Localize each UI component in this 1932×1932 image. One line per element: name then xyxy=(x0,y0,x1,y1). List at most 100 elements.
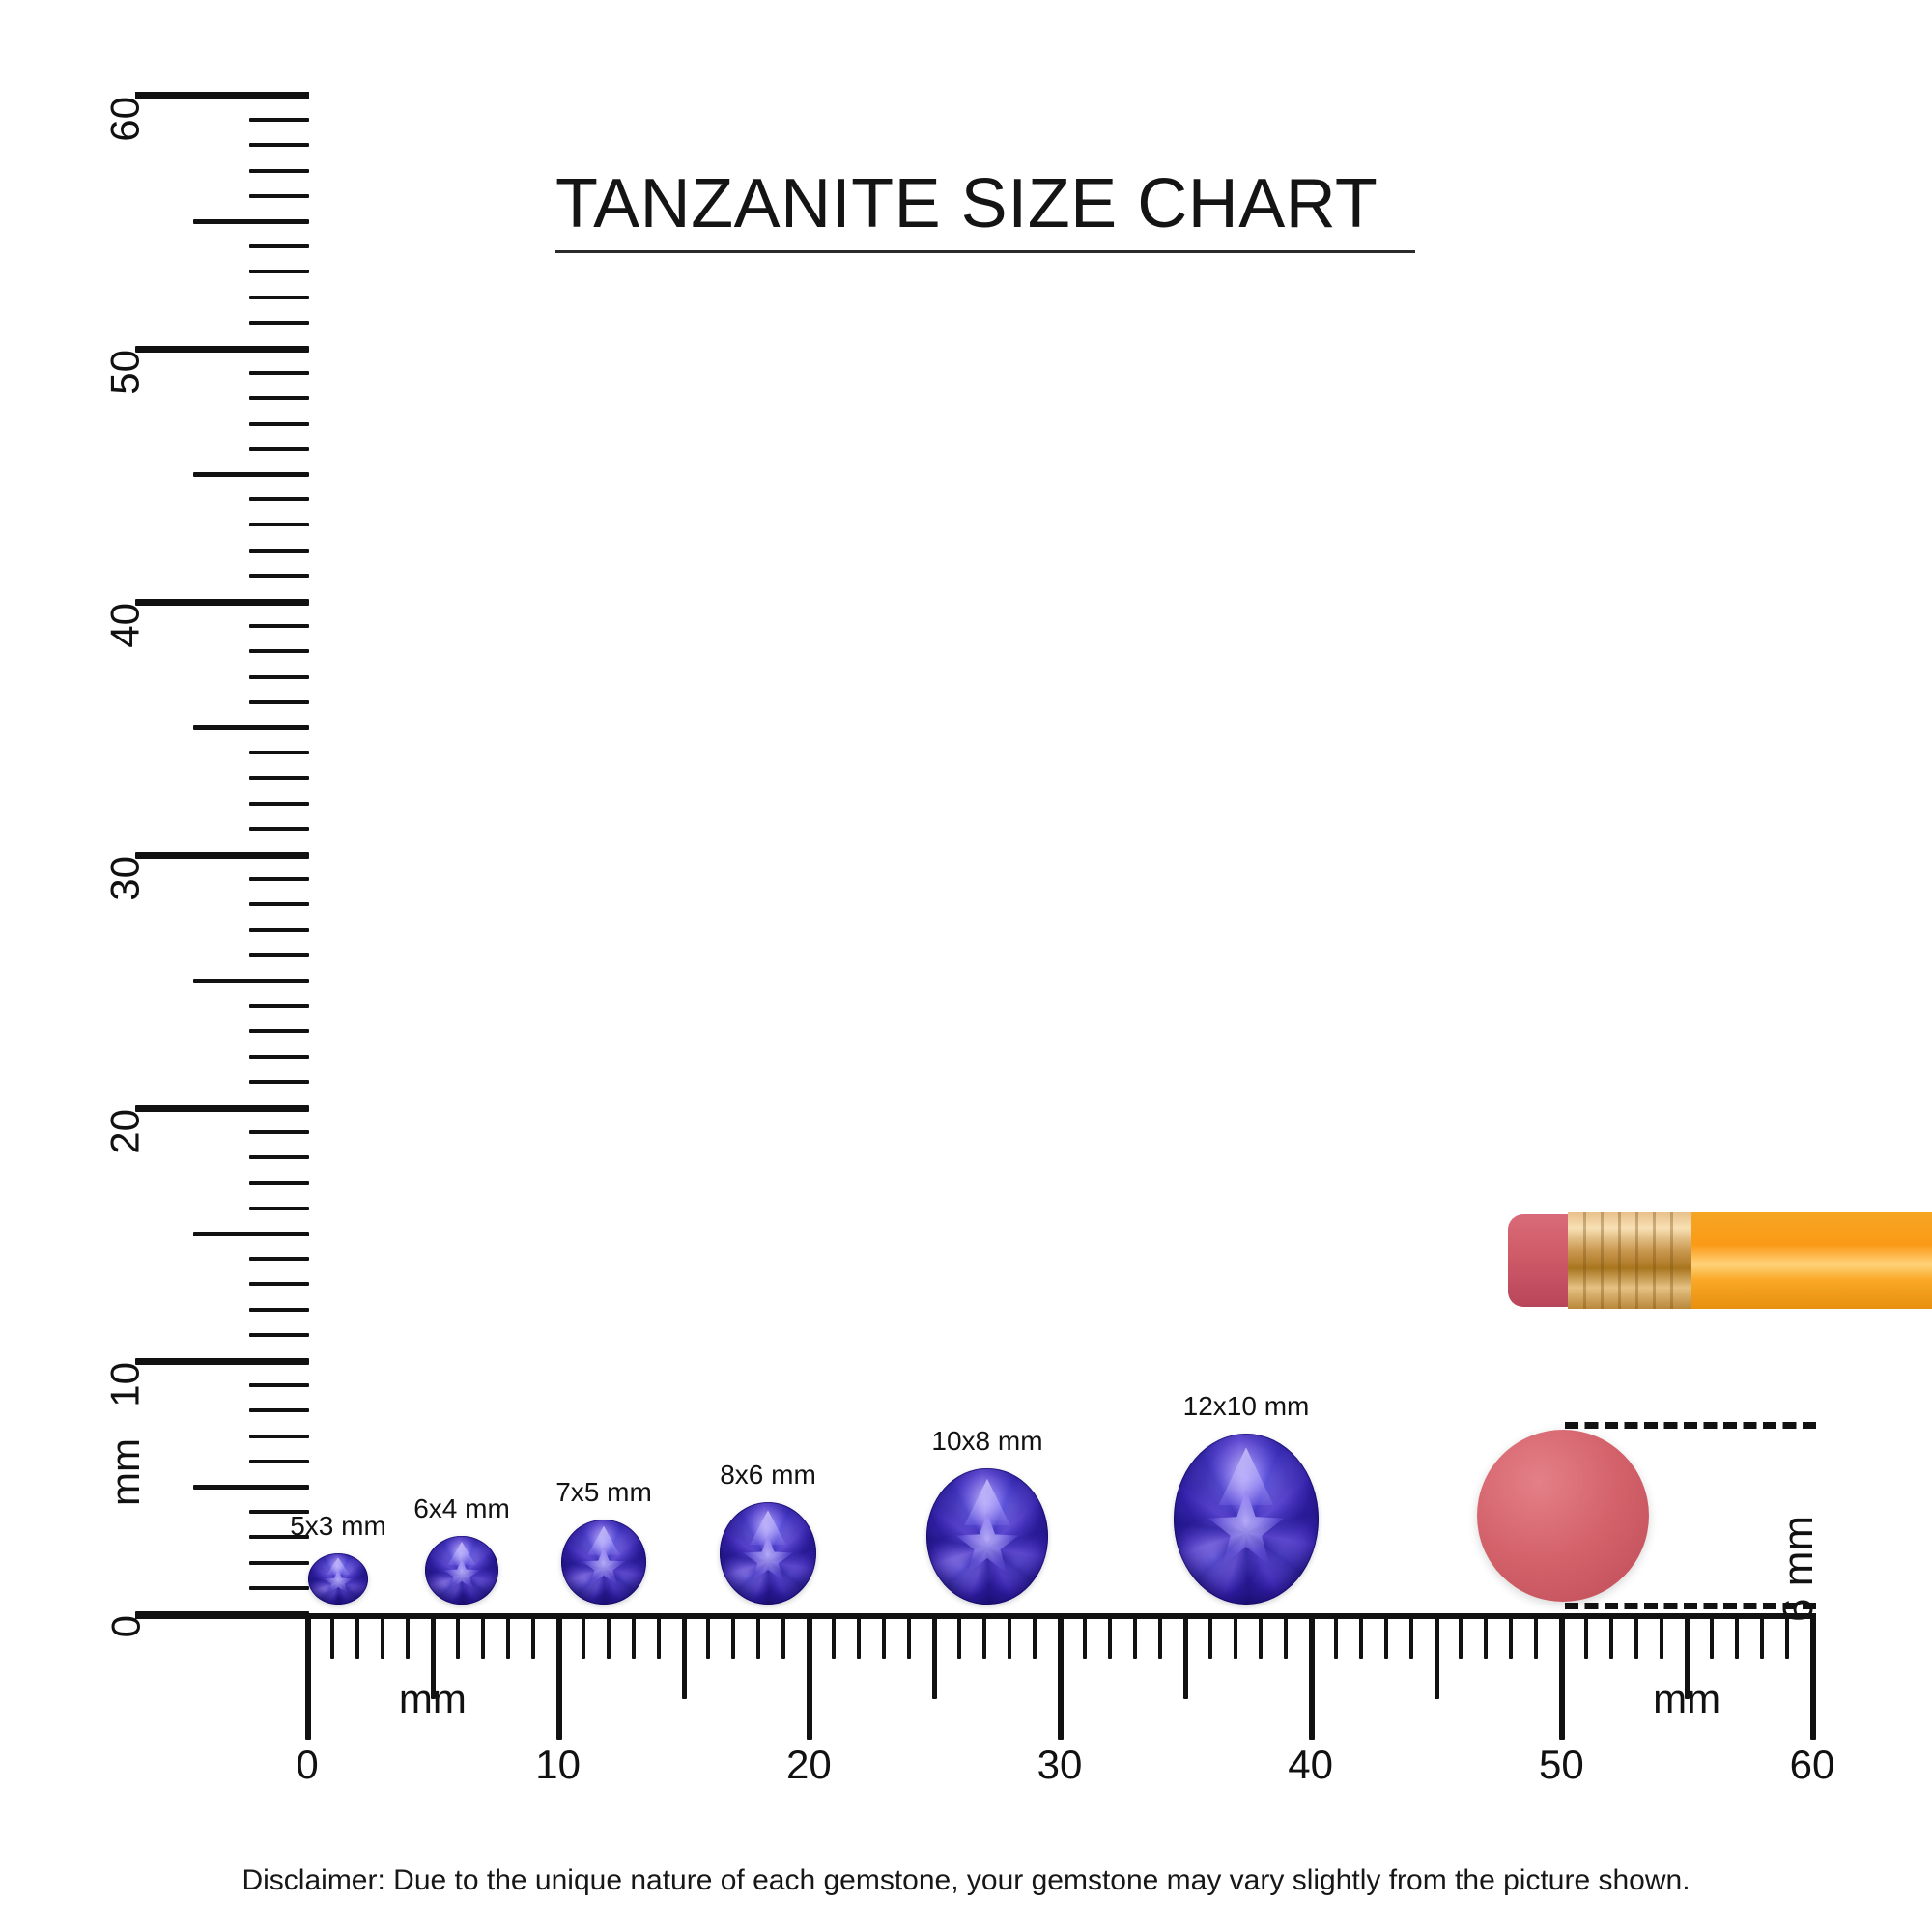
vertical-ruler-tick xyxy=(249,573,309,578)
horizontal-ruler-unit-label-left: mm xyxy=(398,1676,467,1721)
vertical-ruler-tick xyxy=(249,624,309,629)
vertical-ruler-tick xyxy=(193,725,309,730)
horizontal-ruler-label: 20 xyxy=(785,1742,832,1787)
horizontal-ruler-tick xyxy=(631,1616,636,1659)
horizontal-ruler-tick xyxy=(756,1616,761,1659)
vertical-ruler-tick xyxy=(249,1130,309,1135)
horizontal-ruler-tick xyxy=(1459,1616,1463,1659)
horizontal-ruler-tick xyxy=(1434,1616,1439,1699)
vertical-ruler-tick xyxy=(249,1307,309,1312)
horizontal-ruler-tick xyxy=(455,1616,460,1659)
vertical-ruler-tick xyxy=(249,446,309,451)
vertical-ruler-tick xyxy=(249,674,309,679)
vertical-ruler-tick xyxy=(249,1206,309,1210)
pencil-eraser-tip xyxy=(1508,1214,1572,1307)
horizontal-ruler-tick xyxy=(656,1616,661,1659)
horizontal-ruler-tick xyxy=(1509,1616,1514,1659)
horizontal-ruler-tick xyxy=(305,1616,311,1740)
gemstone-item: 6x4 mm xyxy=(413,1493,510,1605)
vertical-ruler-tick xyxy=(249,168,309,173)
vertical-ruler-tick xyxy=(249,143,309,148)
horizontal-ruler-tick xyxy=(1785,1616,1790,1659)
horizontal-ruler-tick xyxy=(505,1616,510,1659)
page-title: TANZANITE SIZE CHART xyxy=(555,165,1378,242)
horizontal-ruler-tick xyxy=(1634,1616,1639,1659)
vertical-ruler-tick xyxy=(193,472,309,477)
horizontal-ruler-tick xyxy=(1584,1616,1589,1659)
horizontal-ruler-tick xyxy=(1132,1616,1137,1659)
horizontal-ruler-tick xyxy=(1233,1616,1237,1659)
vertical-ruler-tick xyxy=(135,93,309,99)
vertical-ruler-tick xyxy=(249,801,309,806)
gemstone-size-label: 6x4 mm xyxy=(413,1493,510,1524)
gemstone-oval-icon xyxy=(307,1552,369,1605)
horizontal-ruler-tick xyxy=(1058,1616,1064,1740)
vertical-ruler-label: 30 xyxy=(102,856,148,901)
vertical-ruler-tick xyxy=(249,902,309,907)
horizontal-ruler-label: 40 xyxy=(1288,1742,1334,1787)
vertical-ruler-tick xyxy=(249,523,309,527)
vertical-ruler-tick xyxy=(249,1585,309,1590)
horizontal-ruler-tick xyxy=(706,1616,711,1659)
vertical-ruler-tick xyxy=(249,244,309,249)
horizontal-ruler-tick xyxy=(932,1616,938,1699)
vertical-ruler-tick xyxy=(249,826,309,831)
horizontal-ruler-tick xyxy=(606,1616,611,1659)
vertical-ruler-tick xyxy=(249,1155,309,1160)
horizontal-ruler-tick xyxy=(1182,1616,1188,1699)
horizontal-ruler-tick xyxy=(1308,1616,1315,1740)
gemstone-size-label: 8x6 mm xyxy=(720,1459,816,1490)
horizontal-ruler-tick xyxy=(380,1616,384,1659)
vertical-ruler-tick xyxy=(249,1510,309,1515)
pencil-body xyxy=(1691,1212,1932,1309)
vertical-ruler-label: 10 xyxy=(102,1362,148,1407)
horizontal-ruler-tick xyxy=(430,1616,436,1699)
eraser-dimension-bracket: 6 mm xyxy=(1565,1422,1822,1622)
horizontal-ruler-tick xyxy=(1710,1616,1715,1659)
vertical-ruler-label: 50 xyxy=(102,350,148,395)
eraser-disc-icon xyxy=(1477,1430,1649,1602)
gemstone-size-label: 12x10 mm xyxy=(1182,1391,1310,1422)
vertical-ruler-label: 0 xyxy=(102,1615,148,1638)
vertical-ruler-tick xyxy=(249,1029,309,1034)
vertical-ruler-tick xyxy=(249,1257,309,1262)
gemstone-size-label: 10x8 mm xyxy=(931,1425,1043,1456)
gemstone-item: 10x8 mm xyxy=(926,1426,1048,1605)
gemstone-item: 8x6 mm xyxy=(719,1460,817,1605)
horizontal-ruler-tick xyxy=(1008,1616,1012,1659)
horizontal-ruler-tick xyxy=(1383,1616,1388,1659)
vertical-ruler-tick xyxy=(249,952,309,957)
vertical-ruler-label: 20 xyxy=(102,1109,148,1154)
vertical-ruler-tick xyxy=(193,979,309,983)
horizontal-ruler-tick xyxy=(480,1616,485,1659)
vertical-ruler-tick xyxy=(249,320,309,325)
vertical-ruler-tick xyxy=(135,599,309,606)
horizontal-ruler-tick xyxy=(555,1616,562,1740)
horizontal-ruler-tick xyxy=(581,1616,585,1659)
horizontal-ruler-tick xyxy=(1333,1616,1338,1659)
dimension-line-bottom xyxy=(1565,1603,1816,1609)
vertical-ruler-tick xyxy=(249,497,309,502)
vertical-ruler-tick xyxy=(135,1611,309,1618)
gemstone-oval-icon xyxy=(561,1519,646,1605)
gemstone-oval-icon xyxy=(1173,1434,1320,1605)
horizontal-ruler-tick xyxy=(1208,1616,1212,1659)
horizontal-ruler-tick xyxy=(832,1616,837,1659)
horizontal-ruler-tick xyxy=(982,1616,987,1659)
horizontal-ruler-tick xyxy=(1082,1616,1087,1659)
horizontal-ruler-tick xyxy=(1534,1616,1539,1659)
horizontal-ruler-label: 0 xyxy=(296,1742,319,1787)
vertical-ruler-label: 60 xyxy=(102,97,148,142)
eraser-dimension-label: 6 mm xyxy=(1775,1516,1822,1622)
horizontal-ruler-tick xyxy=(530,1616,535,1659)
horizontal-ruler-tick xyxy=(957,1616,962,1659)
gemstone-oval-icon xyxy=(926,1467,1048,1605)
vertical-ruler-tick xyxy=(249,1282,309,1287)
horizontal-ruler-tick xyxy=(329,1616,334,1659)
gemstone-size-label: 5x3 mm xyxy=(290,1510,386,1541)
vertical-ruler: 0 10 20 30 40 50 60 mm xyxy=(102,92,309,1637)
horizontal-ruler-tick xyxy=(1484,1616,1489,1659)
vertical-ruler-tick xyxy=(249,1332,309,1337)
pencil-icon xyxy=(1508,1208,1932,1313)
horizontal-ruler-tick xyxy=(1559,1616,1566,1740)
